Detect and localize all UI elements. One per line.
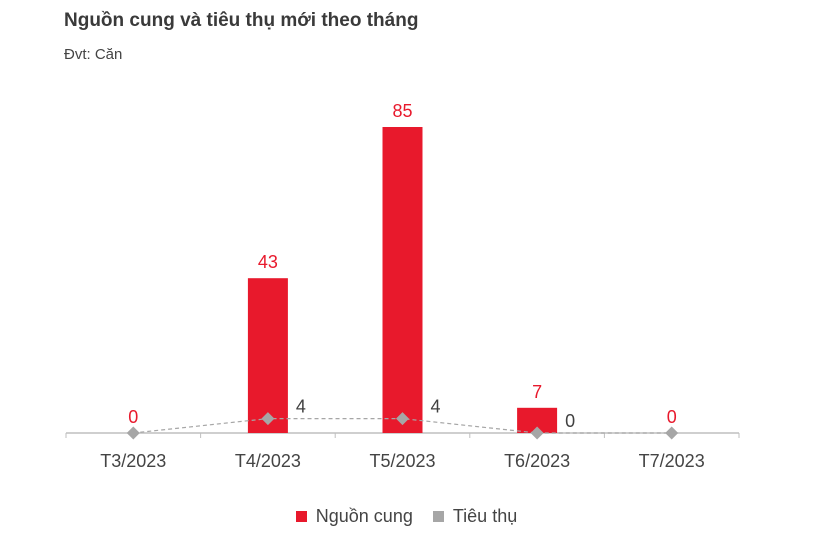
x-tick-label: T5/2023 <box>369 451 435 471</box>
consumption-marker <box>665 426 679 440</box>
legend-label-supply: Nguồn cung <box>315 506 413 526</box>
legend-label-consumption: Tiêu thụ <box>452 506 518 526</box>
supply-bar <box>247 278 288 433</box>
consumption-marker <box>530 426 544 440</box>
consumption-data-label: 4 <box>431 397 441 417</box>
x-tick-label: T4/2023 <box>235 451 301 471</box>
x-tick-label: T7/2023 <box>639 451 705 471</box>
consumption-data-label: 4 <box>296 397 306 417</box>
supply-data-label: 85 <box>392 101 412 121</box>
chart-legend: Nguồn cung Tiêu thụ <box>0 506 813 527</box>
chart-title: Nguồn cung và tiêu thụ mới theo tháng <box>64 10 419 31</box>
consumption-marker <box>261 412 275 426</box>
chart-unit-label: Đvt: Căn <box>64 46 123 63</box>
supply-data-label: 0 <box>667 407 677 427</box>
supply-bar <box>382 127 423 433</box>
supply-data-label: 7 <box>532 382 542 402</box>
x-tick-label: T6/2023 <box>504 451 570 471</box>
legend-swatch-consumption <box>432 511 444 522</box>
legend-item-consumption: Tiêu thụ <box>432 506 518 527</box>
x-tick-label: T3/2023 <box>100 451 166 471</box>
legend-swatch-supply <box>295 511 307 522</box>
supply-data-label: 43 <box>258 252 278 272</box>
legend-item-supply: Nguồn cung <box>295 506 413 527</box>
consumption-marker <box>126 426 140 440</box>
consumption-data-label: 0 <box>565 411 575 431</box>
supply-data-label: 0 <box>128 407 138 427</box>
consumption-marker <box>396 412 409 426</box>
